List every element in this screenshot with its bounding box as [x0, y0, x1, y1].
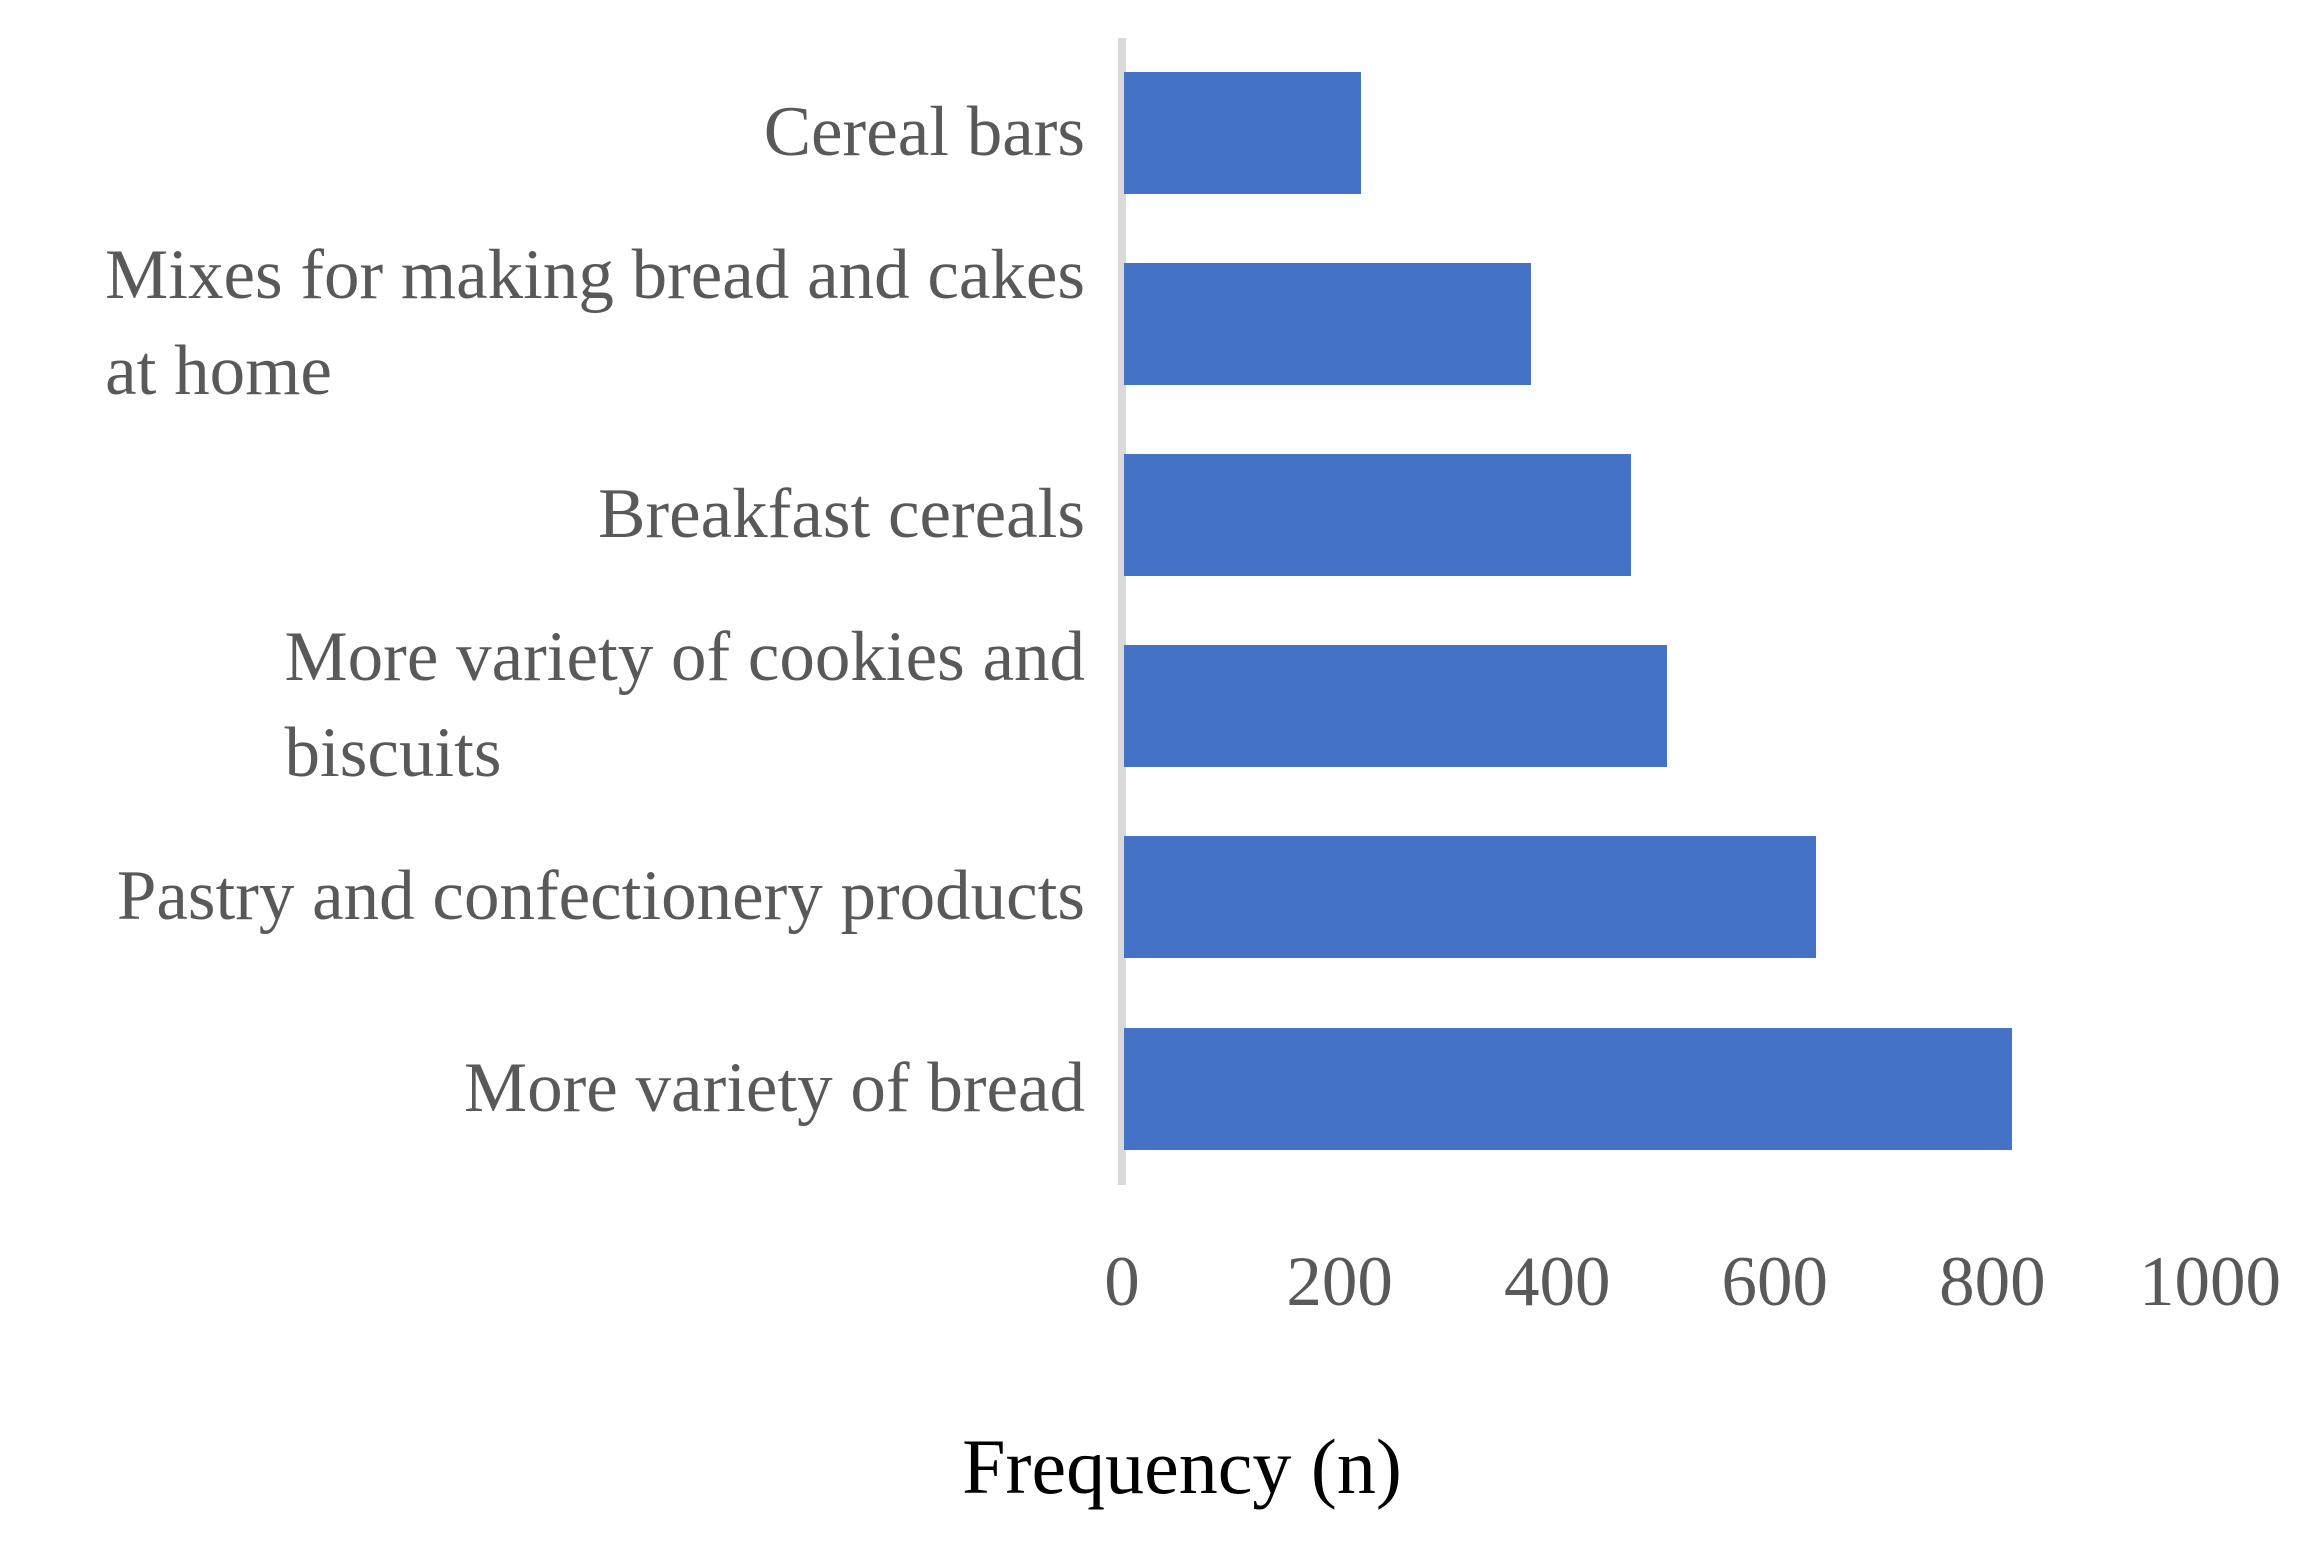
- x-tick-label: 600: [1721, 1243, 1829, 1321]
- category-label-text: Cereal bars: [763, 92, 1085, 171]
- bar-4: [1124, 836, 1816, 959]
- x-tick-label: 400: [1503, 1243, 1611, 1321]
- category-label-text: More variety of cookies and biscuits: [284, 618, 1085, 793]
- x-tick-label: 800: [1939, 1243, 2046, 1321]
- category-label: More variety of cookies and biscuits: [0, 611, 1085, 802]
- x-axis-title: Frequency (n): [962, 1423, 1402, 1510]
- category-label-text: Pastry and confectionery products: [116, 857, 1085, 936]
- category-label: Mixes for making bread and cakes at home: [0, 228, 1085, 419]
- category-label: Cereal bars: [0, 37, 1085, 228]
- bar-1: [1124, 262, 1531, 385]
- x-tick-label: 0: [1104, 1243, 1140, 1321]
- y-axis-line: [1118, 38, 1126, 1185]
- x-tick-label: 1000: [2139, 1243, 2281, 1321]
- category-label-text: More variety of bread: [464, 1048, 1085, 1127]
- bar-3: [1124, 645, 1667, 768]
- category-label: More variety of bread: [0, 993, 1085, 1184]
- x-tick-label: 200: [1286, 1243, 1393, 1321]
- bar-2: [1124, 454, 1631, 576]
- category-label-text: Mixes for making bread and cakes at home: [105, 235, 1085, 410]
- category-label: Pastry and confectionery products: [0, 802, 1085, 993]
- category-label-text: Breakfast cereals: [598, 475, 1085, 554]
- bar-5: [1124, 1027, 2012, 1150]
- bar-0: [1124, 71, 1361, 194]
- category-label: Breakfast cereals: [0, 419, 1085, 610]
